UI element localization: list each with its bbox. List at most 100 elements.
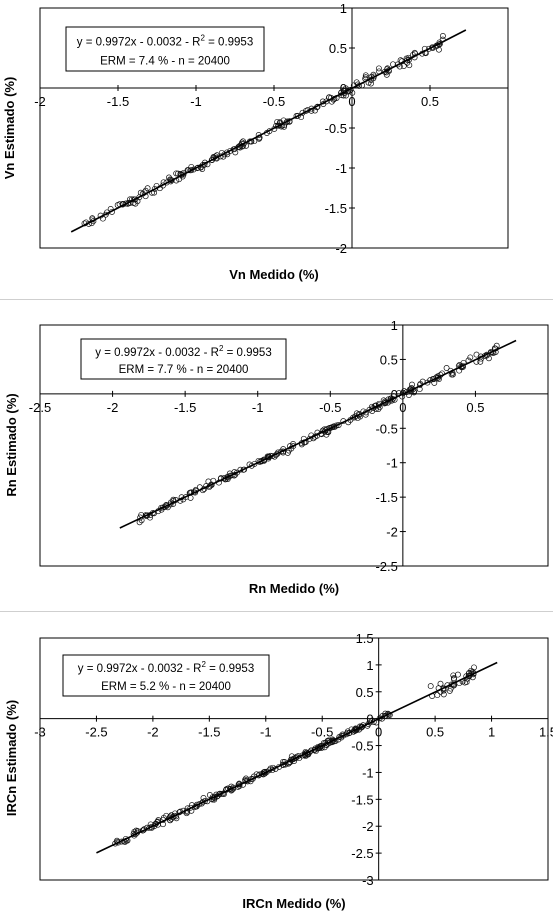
data-point	[173, 170, 180, 177]
data-point	[383, 71, 390, 78]
data-point	[429, 44, 436, 51]
x-tick-label: -2.5	[85, 725, 107, 740]
data-point	[461, 679, 468, 686]
regression-line	[70, 29, 467, 233]
data-point	[199, 166, 206, 172]
data-point	[454, 671, 461, 678]
erm-text: ERM = 7.7 % - n = 20400	[119, 364, 249, 376]
x-tick-label: 0.5	[421, 94, 439, 109]
data-point	[132, 831, 139, 838]
data-point	[115, 839, 122, 846]
data-point	[471, 664, 477, 671]
data-point	[450, 675, 457, 682]
x-tick-label: -1	[190, 94, 202, 109]
y-tick-label: -1.5	[351, 792, 373, 807]
data-point	[431, 379, 438, 386]
data-point	[404, 56, 411, 63]
data-point	[365, 721, 372, 727]
x-tick-label: -0.5	[319, 400, 341, 415]
data-point	[375, 65, 382, 72]
data-point	[293, 755, 299, 761]
x-tick-label: 1	[488, 725, 495, 740]
data-point	[356, 411, 363, 418]
data-point	[376, 715, 383, 722]
data-point	[279, 761, 286, 768]
data-point	[244, 778, 251, 785]
equation-box	[80, 338, 287, 380]
equation-text: y = 0.9972x - 0.0032 - R2 = 0.9953	[95, 344, 271, 359]
data-point	[448, 371, 455, 378]
x-tick-label: -2	[107, 400, 119, 415]
data-point	[284, 118, 291, 125]
data-point	[146, 825, 153, 832]
y-tick-label: 1	[340, 1, 347, 16]
data-point	[322, 427, 329, 434]
data-point	[274, 118, 281, 125]
data-point	[234, 469, 240, 476]
y-tick-label: -2.5	[351, 846, 373, 861]
data-point	[389, 396, 396, 402]
chart-panel-1: -2 -1.5 -1 -0.5 0 0.510.50-0.5-1-1.5-2y = 0.9…	[2, 1, 509, 282]
x-tick-label: 0	[348, 94, 355, 109]
data-point	[232, 149, 239, 156]
y-tick-label: 0.5	[356, 685, 374, 700]
x-tick-label: 0.5	[426, 725, 444, 740]
chart-panel-2: -2.5 -2 -1.5 -1 -0.5 0 0.510.50-0.5-1-1.5-2-2.…	[4, 318, 549, 596]
y-axis-title: Vn Estimado (%)	[2, 77, 17, 180]
data-point	[473, 351, 480, 358]
data-point	[132, 196, 139, 203]
data-point	[294, 112, 301, 119]
data-point	[439, 33, 446, 39]
y-tick-label: -2	[362, 819, 374, 834]
x-tick-label: -1	[260, 725, 272, 740]
data-point	[163, 502, 170, 509]
y-tick-label: -1	[335, 161, 347, 176]
data-point	[349, 89, 356, 96]
y-axis-title: Rn Estimado (%)	[4, 393, 19, 496]
data-point	[493, 342, 500, 349]
x-tick-label: 0	[399, 400, 406, 415]
x-tick-label: -2.5	[29, 400, 51, 415]
data-point	[288, 753, 295, 760]
y-tick-label: -2	[335, 241, 347, 256]
data-point	[459, 362, 466, 369]
data-point	[132, 200, 139, 207]
x-tick-label: -1.5	[198, 725, 220, 740]
x-tick-label: -0.5	[311, 725, 333, 740]
data-point	[467, 354, 474, 361]
y-tick-label: 1	[366, 658, 373, 673]
y-tick-label: -1	[386, 456, 398, 471]
x-tick-label: -1.5	[174, 400, 196, 415]
data-point	[447, 685, 454, 692]
y-tick-label: -0.5	[325, 121, 347, 136]
y-tick-label: 0.5	[329, 41, 347, 56]
equation-box	[62, 654, 270, 697]
equation-box	[65, 26, 265, 72]
x-tick-label: -2	[34, 94, 46, 109]
data-point	[362, 72, 369, 79]
data-point	[237, 142, 244, 149]
data-point	[368, 80, 374, 87]
data-point	[200, 795, 207, 801]
y-tick-label: 0	[391, 387, 398, 402]
data-point	[175, 170, 181, 177]
data-point	[308, 105, 315, 112]
data-point	[353, 79, 360, 86]
x-tick-label: -1.5	[107, 94, 129, 109]
y-axis-title: IRCn Estimado (%)	[4, 700, 19, 816]
data-point	[382, 712, 389, 719]
data-point	[370, 405, 376, 412]
data-point	[206, 792, 213, 798]
y-tick-label: -1.5	[325, 201, 347, 216]
data-point	[227, 786, 234, 793]
data-point	[427, 683, 434, 690]
data-point	[188, 163, 195, 170]
regression-line	[96, 661, 498, 854]
equation-text: y = 0.9972x - 0.0032 - R2 = 0.9953	[78, 660, 254, 675]
x-tick-label: -1	[252, 400, 264, 415]
data-point	[188, 167, 195, 174]
y-tick-label: -2	[386, 525, 398, 540]
data-point	[125, 199, 132, 206]
data-point	[426, 45, 432, 52]
